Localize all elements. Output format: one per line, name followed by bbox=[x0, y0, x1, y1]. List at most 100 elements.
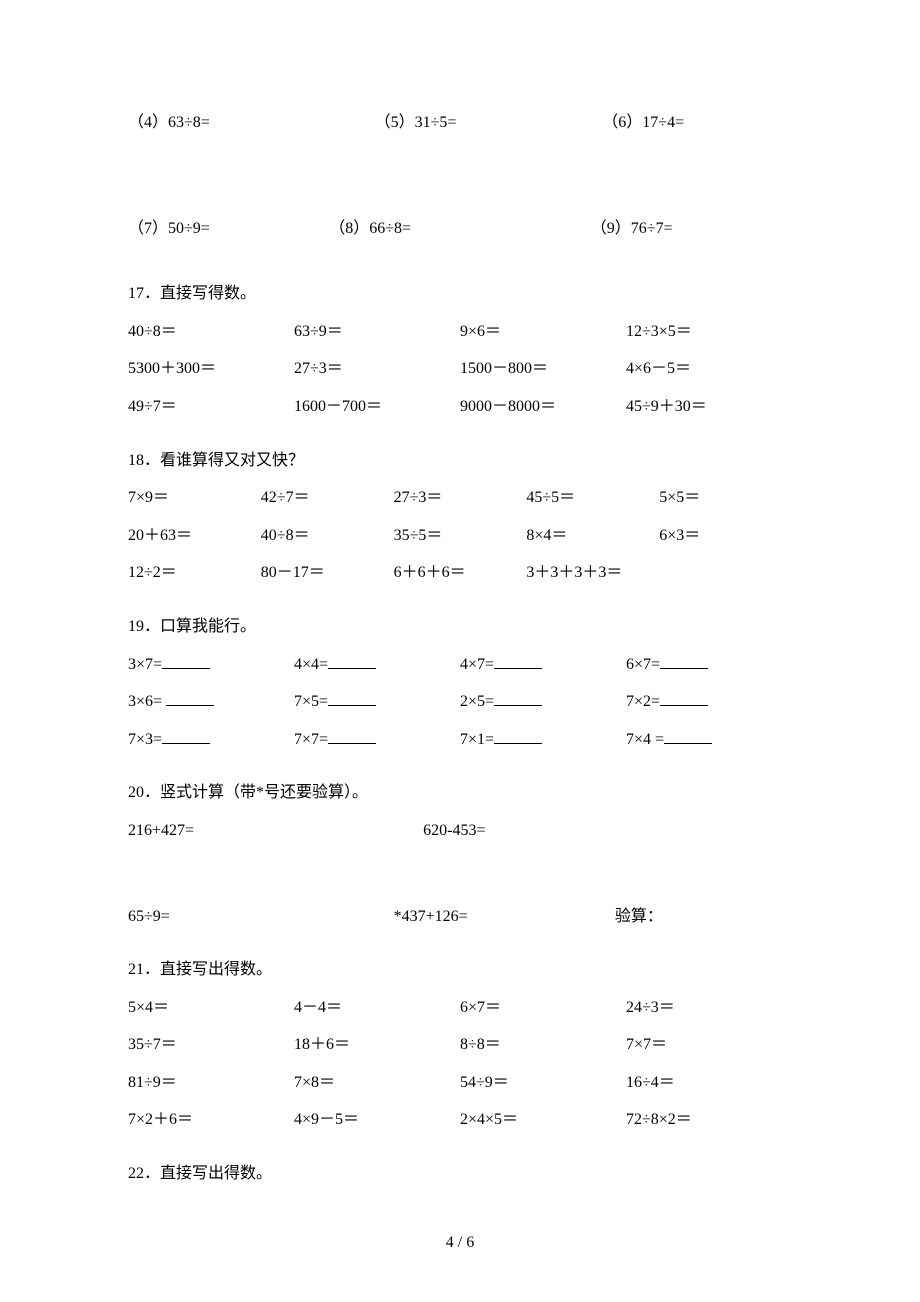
blank bbox=[162, 727, 210, 744]
q20-row-b: 65÷9= *437+126= 验算： bbox=[128, 904, 792, 930]
q21-1-0: 35÷7＝ bbox=[128, 1032, 294, 1058]
q21-0-2: 6×7＝ bbox=[460, 995, 626, 1021]
q19-1-2-t: 2×5= bbox=[460, 693, 494, 710]
q17-1-3: 4×6－5＝ bbox=[626, 356, 792, 382]
q18-2-2: 6＋6＋6＝ bbox=[394, 560, 527, 586]
q17-0-3: 12÷3×5＝ bbox=[626, 319, 792, 345]
q20-b-1: *437+126= bbox=[394, 904, 615, 930]
q19-row-0: 3×7= 4×4= 4×7= 6×7= bbox=[128, 652, 792, 678]
q17-row-0: 40÷8＝ 63÷9＝ 9×6＝ 12÷3×5＝ bbox=[128, 319, 792, 345]
q16-b-1: （7）50÷9= bbox=[128, 216, 329, 242]
q19-1-0-t: 3×6= bbox=[128, 693, 162, 710]
q19-2-1: 7×7= bbox=[294, 727, 460, 753]
q21-2-2: 54÷9＝ bbox=[460, 1070, 626, 1096]
q18-2-0: 12÷2＝ bbox=[128, 560, 261, 586]
q19-2-1-t: 7×7= bbox=[294, 731, 328, 748]
q21-3-1: 4×9－5＝ bbox=[294, 1107, 460, 1133]
q17-2-2: 9000－8000＝ bbox=[460, 394, 626, 420]
q19-1-3-t: 7×2= bbox=[626, 693, 660, 710]
q17-0-1: 63÷9＝ bbox=[294, 319, 460, 345]
q21-row-2: 81÷9＝ 7×8＝ 54÷9＝ 16÷4＝ bbox=[128, 1070, 792, 1096]
q18-1-1: 40÷8＝ bbox=[261, 523, 394, 549]
q21-2-1: 7×8＝ bbox=[294, 1070, 460, 1096]
q21-0-0: 5×4＝ bbox=[128, 995, 294, 1021]
q19-1-0: 3×6= bbox=[128, 689, 294, 715]
blank bbox=[494, 689, 542, 706]
q16-row-b: （7）50÷9= （8）66÷8= （9）76÷7= bbox=[128, 216, 792, 242]
q19-1-1-t: 7×5= bbox=[294, 693, 328, 710]
q18-1-3: 8×4＝ bbox=[526, 523, 659, 549]
q20-b-0: 65÷9= bbox=[128, 904, 394, 930]
q20-a-1: 620-453= bbox=[423, 818, 792, 844]
blank bbox=[328, 652, 376, 669]
q18-2-4 bbox=[659, 560, 792, 586]
q21-2-3: 16÷4＝ bbox=[626, 1070, 792, 1096]
q21-row-1: 35÷7＝ 18＋6＝ 8÷8＝ 7×7＝ bbox=[128, 1032, 792, 1058]
q19-0-3: 6×7= bbox=[626, 652, 792, 678]
q19-0-2: 4×7= bbox=[460, 652, 626, 678]
q21-2-0: 81÷9＝ bbox=[128, 1070, 294, 1096]
q19-1-2: 2×5= bbox=[460, 689, 626, 715]
blank bbox=[494, 727, 542, 744]
q18-title: 18．看谁算得又对又快？ bbox=[128, 448, 792, 474]
q21-1-2: 8÷8＝ bbox=[460, 1032, 626, 1058]
q16-a-1: （4）63÷8= bbox=[128, 110, 375, 136]
q21-3-0: 7×2＋6＝ bbox=[128, 1107, 294, 1133]
q18-row-1: 20＋63＝ 40÷8＝ 35÷5＝ 8×4＝ 6×3＝ bbox=[128, 523, 792, 549]
q18-2-3: 3＋3＋3＋3＝ bbox=[526, 560, 659, 586]
q18-1-4: 6×3＝ bbox=[659, 523, 792, 549]
q19-2-2-t: 7×1= bbox=[460, 731, 494, 748]
q18-0-0: 7×9＝ bbox=[128, 485, 261, 511]
q19-title: 19．口算我能行。 bbox=[128, 614, 792, 640]
q19-2-0: 7×3= bbox=[128, 727, 294, 753]
q20-a-0: 216+427= bbox=[128, 818, 423, 844]
q19-0-0: 3×7= bbox=[128, 652, 294, 678]
q18-0-4: 5×5＝ bbox=[659, 485, 792, 511]
q20-title: 20．竖式计算（带*号还要验算）。 bbox=[128, 780, 792, 806]
q17-row-2: 49÷7＝ 1600－700＝ 9000－8000＝ 45÷9＋30＝ bbox=[128, 394, 792, 420]
q19-0-2-t: 4×7= bbox=[460, 656, 494, 673]
q16-b-2: （8）66÷8= bbox=[329, 216, 591, 242]
q18-0-3: 45÷5＝ bbox=[526, 485, 659, 511]
q21-1-1: 18＋6＝ bbox=[294, 1032, 460, 1058]
q17-title: 17．直接写得数。 bbox=[128, 281, 792, 307]
q19-row-1: 3×6= 7×5= 2×5= 7×2= bbox=[128, 689, 792, 715]
q21-title: 21．直接写出得数。 bbox=[128, 957, 792, 983]
q19-0-1-t: 4×4= bbox=[294, 656, 328, 673]
q20-b-2: 验算： bbox=[615, 904, 792, 930]
blank bbox=[162, 652, 210, 669]
q21-row-3: 7×2＋6＝ 4×9－5＝ 2×4×5＝ 72÷8×2＝ bbox=[128, 1107, 792, 1133]
q18-1-2: 35÷5＝ bbox=[394, 523, 527, 549]
q17-0-2: 9×6＝ bbox=[460, 319, 626, 345]
q17-2-0: 49÷7＝ bbox=[128, 394, 294, 420]
q19-1-1: 7×5= bbox=[294, 689, 460, 715]
q19-row-2: 7×3= 7×7= 7×1= 7×4 = bbox=[128, 727, 792, 753]
blank bbox=[664, 727, 712, 744]
q19-2-0-t: 7×3= bbox=[128, 731, 162, 748]
q19-0-0-t: 3×7= bbox=[128, 656, 162, 673]
blank bbox=[166, 689, 214, 706]
q17-1-0: 5300＋300＝ bbox=[128, 356, 294, 382]
q17-2-1: 1600－700＝ bbox=[294, 394, 460, 420]
q21-row-0: 5×4＝ 4－4＝ 6×7＝ 24÷3＝ bbox=[128, 995, 792, 1021]
page: （4）63÷8= （5）31÷5= （6）17÷4= （7）50÷9= （8）6… bbox=[0, 0, 920, 1302]
q18-0-2: 27÷3＝ bbox=[394, 485, 527, 511]
q19-0-1: 4×4= bbox=[294, 652, 460, 678]
page-number: 4 / 6 bbox=[0, 1234, 920, 1252]
q18-1-0: 20＋63＝ bbox=[128, 523, 261, 549]
blank bbox=[328, 689, 376, 706]
q18-row-2: 12÷2＝ 80－17＝ 6＋6＋6＝ 3＋3＋3＋3＝ bbox=[128, 560, 792, 586]
q18-row-0: 7×9＝ 42÷7＝ 27÷3＝ 45÷5＝ 5×5＝ bbox=[128, 485, 792, 511]
q16-b-3: （9）76÷7= bbox=[591, 216, 792, 242]
q17-0-0: 40÷8＝ bbox=[128, 319, 294, 345]
q18-0-1: 42÷7＝ bbox=[261, 485, 394, 511]
q16-row-a: （4）63÷8= （5）31÷5= （6）17÷4= bbox=[128, 110, 792, 136]
blank bbox=[328, 727, 376, 744]
blank bbox=[494, 652, 542, 669]
q19-1-3: 7×2= bbox=[626, 689, 792, 715]
q16-a-2: （5）31÷5= bbox=[375, 110, 603, 136]
q21-3-2: 2×4×5＝ bbox=[460, 1107, 626, 1133]
q19-0-3-t: 6×7= bbox=[626, 656, 660, 673]
q17-1-1: 27÷3＝ bbox=[294, 356, 460, 382]
q21-3-3: 72÷8×2＝ bbox=[626, 1107, 792, 1133]
